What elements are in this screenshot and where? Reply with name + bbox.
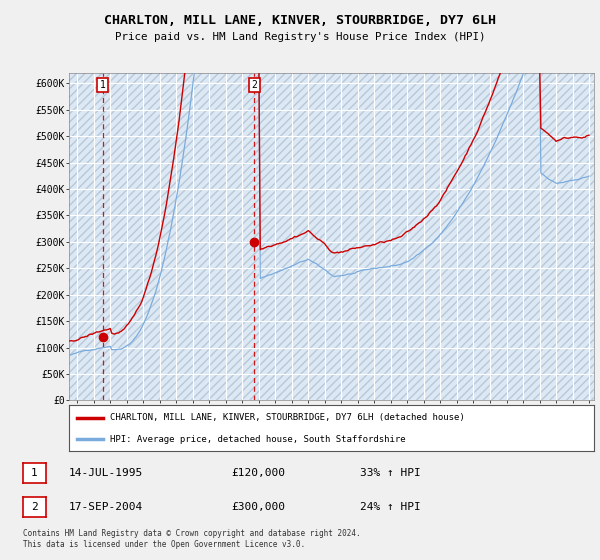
Text: CHARLTON, MILL LANE, KINVER, STOURBRIDGE, DY7 6LH (detached house): CHARLTON, MILL LANE, KINVER, STOURBRIDGE… xyxy=(110,413,465,422)
Text: HPI: Average price, detached house, South Staffordshire: HPI: Average price, detached house, Sout… xyxy=(110,435,406,444)
Text: 1: 1 xyxy=(100,80,106,90)
Text: £300,000: £300,000 xyxy=(231,502,285,512)
Text: 24% ↑ HPI: 24% ↑ HPI xyxy=(360,502,421,512)
Text: 1: 1 xyxy=(31,468,38,478)
Text: Contains HM Land Registry data © Crown copyright and database right 2024.
This d: Contains HM Land Registry data © Crown c… xyxy=(23,529,361,549)
Text: £120,000: £120,000 xyxy=(231,468,285,478)
Text: 2: 2 xyxy=(31,502,38,512)
Text: 14-JUL-1995: 14-JUL-1995 xyxy=(69,468,143,478)
Text: 17-SEP-2004: 17-SEP-2004 xyxy=(69,502,143,512)
Text: CHARLTON, MILL LANE, KINVER, STOURBRIDGE, DY7 6LH: CHARLTON, MILL LANE, KINVER, STOURBRIDGE… xyxy=(104,14,496,27)
Text: 33% ↑ HPI: 33% ↑ HPI xyxy=(360,468,421,478)
Text: Price paid vs. HM Land Registry's House Price Index (HPI): Price paid vs. HM Land Registry's House … xyxy=(115,32,485,43)
Text: 2: 2 xyxy=(251,80,257,90)
